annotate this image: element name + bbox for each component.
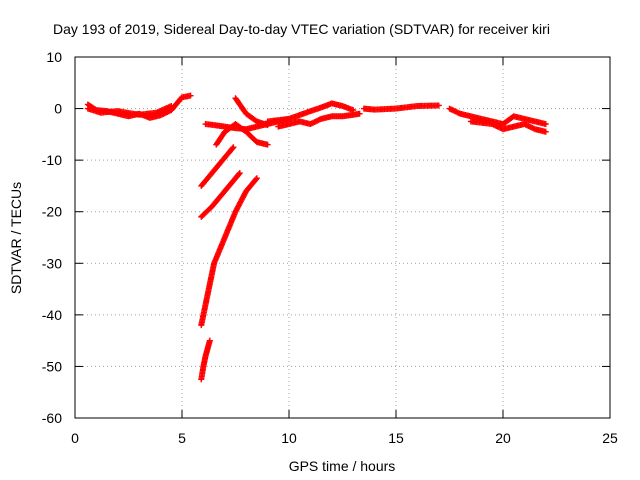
x-tick-label: 15 (388, 430, 404, 446)
y-tick-label: -50 (42, 358, 62, 374)
data-point (206, 337, 213, 344)
x-tick-label: 0 (71, 430, 79, 446)
data-point (236, 170, 243, 177)
data-point (253, 175, 260, 182)
x-tick-label: 5 (178, 430, 186, 446)
y-tick-label: 0 (54, 101, 62, 117)
data-point (230, 144, 237, 151)
y-axis: 10 0 -10 -20 -30 -40 -50 -60 (42, 49, 610, 426)
y-tick-label: 10 (46, 49, 62, 65)
y-tick-label: -20 (42, 204, 62, 220)
x-tick-label: 10 (281, 430, 297, 446)
y-tick-label: -30 (42, 255, 62, 271)
chart-title: Day 193 of 2019, Sidereal Day-to-day VTE… (53, 21, 550, 37)
data-points (84, 92, 549, 383)
y-tick-label: -60 (42, 410, 62, 426)
y-axis-label: SDTVAR / TECUs (8, 182, 24, 294)
data-point (356, 110, 363, 117)
y-tick-label: -10 (42, 152, 62, 168)
data-point (229, 145, 236, 152)
data-point (235, 171, 242, 178)
x-tick-label: 20 (495, 430, 511, 446)
data-point (187, 92, 194, 99)
y-tick-label: -40 (42, 307, 62, 323)
data-point (542, 121, 549, 128)
x-tick-label: 25 (602, 430, 618, 446)
data-point (435, 102, 442, 109)
data-point (542, 128, 549, 135)
data-point (253, 176, 260, 183)
data-point (264, 141, 271, 148)
x-axis-label: GPS time / hours (289, 458, 396, 474)
plot-frame (74, 56, 611, 419)
data-point (168, 102, 175, 109)
x-axis: 0 5 10 15 20 25 (71, 57, 618, 446)
